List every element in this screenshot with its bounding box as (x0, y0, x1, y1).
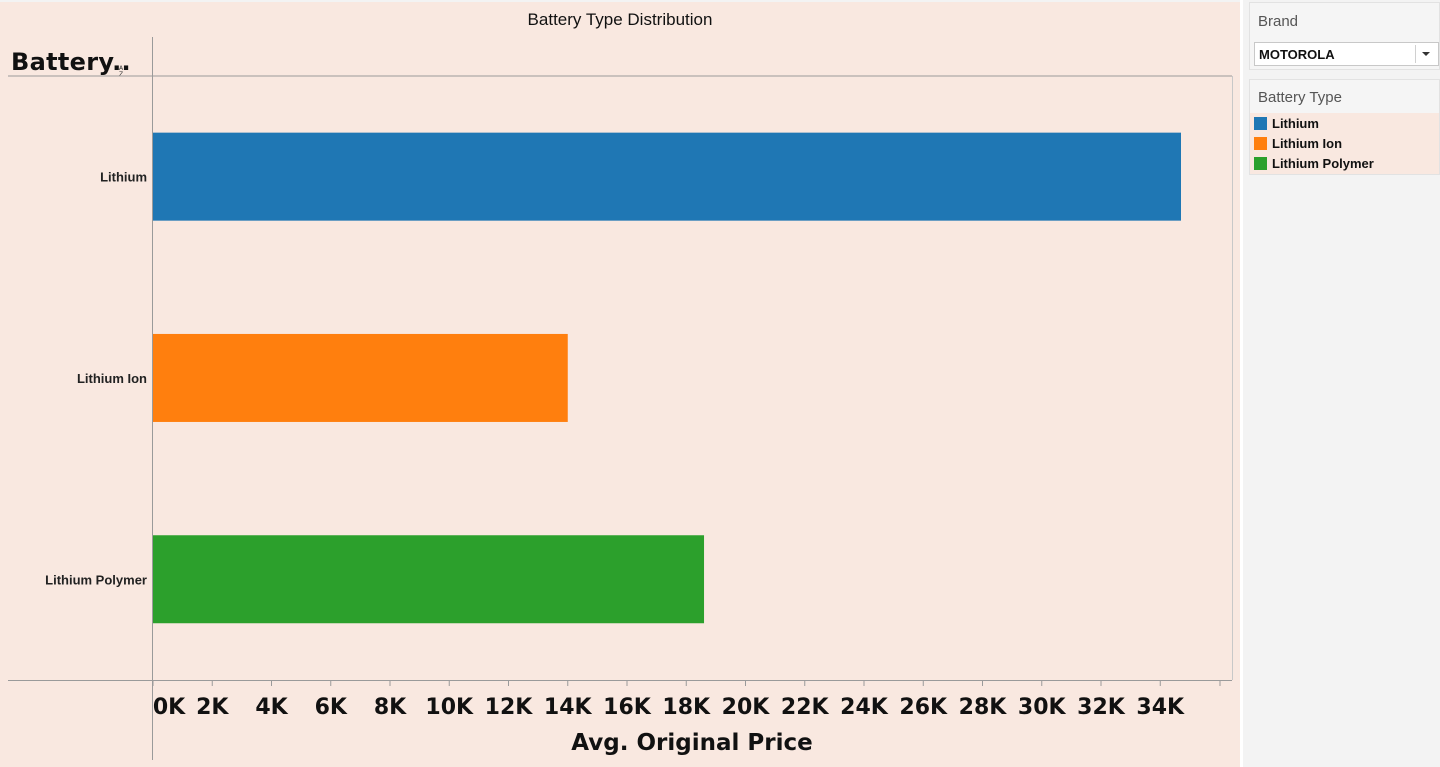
x-tick-marks (152, 681, 1221, 686)
x-tick-label: 32K (1077, 695, 1126, 720)
legend-item-lithium-ion[interactable]: Lithium Ion (1250, 134, 1439, 154)
x-tick-label: 18K (662, 695, 711, 720)
x-tick-label: 0K (153, 695, 186, 720)
svg-text:Z: Z (119, 71, 123, 76)
legend-item-lithium[interactable]: Lithium (1250, 114, 1439, 134)
x-tick-label: 26K (899, 695, 948, 720)
x-tick-label: 2K (196, 695, 229, 720)
x-axis-title: Avg. Original Price (571, 730, 812, 756)
x-tick-label: 14K (544, 695, 593, 720)
x-tick-label: 6K (315, 695, 348, 720)
panel-divider (1240, 0, 1243, 767)
bar-lithium[interactable] (153, 132, 1181, 221)
x-tick-label: 28K (959, 695, 1008, 720)
bars-layer (153, 132, 1181, 624)
legend-panel: Battery Type Lithium Lithium Ion Lithium… (1249, 79, 1440, 175)
chevron-down-icon[interactable] (1422, 52, 1430, 56)
x-tick-label: 34K (1136, 695, 1185, 720)
legend-swatch (1254, 117, 1267, 130)
brand-filter-panel: Brand MOTOROLA (1249, 2, 1440, 70)
svg-text:A: A (119, 65, 124, 72)
x-tick-label: 16K (603, 695, 652, 720)
legend-title: Battery Type (1258, 89, 1342, 106)
x-tick-label: 10K (425, 695, 474, 720)
x-tick-label: 30K (1018, 695, 1067, 720)
x-tick-label: 24K (840, 695, 889, 720)
legend-label: Lithium (1272, 116, 1319, 131)
chart-title: Battery Type Distribution (527, 10, 713, 29)
x-tick-labels: 0K 2K 4K 6K 8K 10K 12K 14K 16K 18K 20K 22K 24K 26K 28K… (153, 695, 1185, 720)
bar-lithium-polymer[interactable] (153, 535, 705, 624)
dropdown-divider (1415, 45, 1416, 63)
bar-lithium-ion[interactable] (153, 333, 568, 422)
legend-swatch (1254, 157, 1267, 170)
brand-dropdown[interactable]: MOTOROLA (1254, 42, 1439, 66)
bar-chart: Lithium Lithium Ion Lithium Polymer 0K 2K 4K… (8, 37, 1233, 760)
y-tick-labels: Lithium Lithium Ion Lithium Polymer (45, 170, 147, 588)
y-tick-label: Lithium (100, 170, 147, 185)
x-tick-label: 12K (485, 695, 534, 720)
brand-dropdown-value: MOTOROLA (1259, 47, 1335, 62)
row-header-label[interactable]: Battery.. (11, 48, 131, 76)
legend-label: Lithium Ion (1272, 136, 1343, 151)
x-tick-label: 8K (374, 695, 407, 720)
legend-items: Lithium Lithium Ion Lithium Polymer (1250, 113, 1439, 174)
x-tick-label: 20K (722, 695, 771, 720)
y-tick-label: Lithium Ion (77, 371, 147, 386)
y-tick-label: Lithium Polymer (45, 572, 147, 587)
legend-swatch (1254, 137, 1267, 150)
sort-icon[interactable]: A Z (119, 64, 127, 76)
x-tick-label: 4K (255, 695, 288, 720)
legend-label: Lithium Polymer (1272, 156, 1374, 171)
legend-item-lithium-polymer[interactable]: Lithium Polymer (1250, 154, 1439, 174)
x-tick-label: 22K (781, 695, 830, 720)
brand-filter-title: Brand (1258, 13, 1299, 30)
